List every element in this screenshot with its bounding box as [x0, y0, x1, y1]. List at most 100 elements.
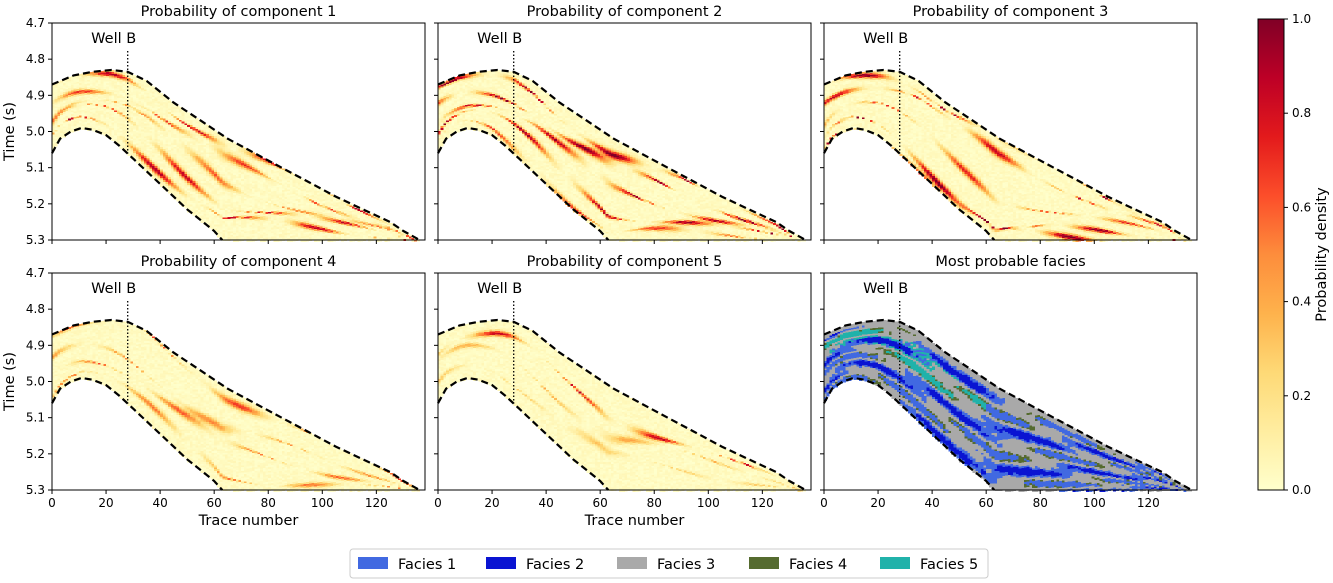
heatmap-cell — [308, 200, 312, 204]
heatmap-cell — [176, 145, 180, 148]
heatmap-cell — [135, 139, 139, 142]
heatmap-cell — [373, 225, 377, 228]
heatmap-cell — [92, 95, 96, 98]
heatmap-cell — [314, 223, 318, 226]
heatmap-cell — [211, 143, 215, 146]
heatmap-cell — [281, 235, 285, 238]
heatmap-cell — [214, 148, 218, 151]
heatmap-cell — [289, 192, 293, 195]
heatmap-cell — [262, 192, 266, 195]
heatmap-cell — [116, 99, 120, 102]
heatmap-cell — [106, 117, 110, 120]
heatmap-cell — [306, 204, 310, 208]
heatmap-cell — [206, 192, 210, 195]
heatmap-cell — [216, 206, 220, 209]
heatmap-cell — [111, 88, 115, 91]
heatmap-cell — [76, 105, 80, 108]
heatmap-cell — [273, 191, 277, 194]
heatmap-cell — [279, 195, 283, 198]
heatmap-cell — [227, 164, 231, 167]
heatmap-cell — [152, 115, 156, 118]
heatmap-cell — [276, 187, 280, 190]
heatmap-cell — [308, 224, 312, 227]
heatmap-cell — [146, 154, 150, 157]
heatmap-cell — [203, 143, 207, 146]
heatmap-cell — [200, 130, 204, 133]
heatmap-cell — [238, 190, 242, 193]
heatmap-cell — [249, 179, 253, 183]
heatmap-cell — [252, 195, 256, 198]
heatmap-cell — [289, 185, 293, 188]
heatmap-cell — [170, 157, 174, 160]
heatmap-cell — [81, 126, 85, 129]
heatmap-cell — [100, 94, 104, 97]
heatmap-cell — [289, 208, 293, 212]
heatmap-cell — [157, 161, 161, 164]
heatmap-cell — [176, 105, 180, 108]
heatmap-cell — [208, 139, 212, 142]
heatmap-cell — [138, 140, 142, 144]
heatmap-cell — [292, 195, 296, 198]
heatmap-cell — [376, 223, 380, 226]
heatmap-cell — [154, 115, 158, 118]
heatmap-cell — [68, 84, 72, 87]
heatmap-cell — [133, 76, 137, 79]
heatmap-cell — [170, 105, 174, 108]
heatmap-cell — [341, 225, 345, 228]
heatmap-cell — [52, 94, 55, 97]
heatmap-cell — [184, 179, 188, 182]
heatmap-cell — [241, 168, 245, 171]
heatmap-cell — [216, 211, 220, 215]
heatmap-cell — [170, 181, 174, 184]
heatmap-cell — [276, 207, 280, 210]
heatmap-cell — [184, 152, 188, 155]
heatmap-cell — [62, 92, 66, 95]
heatmap-cell — [143, 83, 147, 86]
heatmap-cell — [122, 116, 126, 119]
heatmap-cell — [238, 199, 242, 202]
heatmap-cell — [76, 125, 80, 128]
heatmap-cell — [122, 105, 126, 108]
heatmap-cell — [227, 144, 231, 147]
heatmap-cell — [327, 230, 331, 234]
heatmap-cell — [365, 218, 369, 221]
heatmap-cell — [122, 127, 126, 130]
heatmap-cell — [384, 229, 388, 232]
heatmap-cell — [62, 86, 66, 89]
heatmap-cell — [270, 191, 274, 194]
heatmap-cell — [346, 227, 350, 230]
heatmap-cell — [195, 137, 199, 140]
heatmap-cell — [141, 82, 145, 85]
heatmap-cell — [216, 157, 220, 160]
heatmap-cell — [308, 213, 312, 216]
heatmap-cell — [241, 215, 245, 218]
heatmap-cell — [95, 98, 99, 101]
heatmap-cell — [106, 104, 110, 107]
heatmap-cell — [230, 233, 234, 236]
heatmap-cell — [60, 102, 64, 105]
heatmap-cell — [84, 87, 88, 90]
heatmap-cell — [322, 233, 326, 236]
heatmap-cell — [152, 156, 156, 159]
heatmap-cell — [379, 237, 383, 240]
heatmap-cell — [187, 125, 191, 128]
heatmap-cell — [289, 232, 293, 235]
heatmap-cell — [65, 85, 69, 88]
heatmap-cell — [133, 129, 137, 132]
heatmap-cell — [314, 232, 318, 235]
heatmap-cell — [81, 107, 85, 111]
heatmap-cell — [165, 182, 169, 185]
heatmap-cell — [300, 180, 304, 183]
heatmap-cell — [211, 155, 215, 159]
heatmap-cell — [257, 215, 261, 218]
heatmap-cell — [92, 109, 96, 112]
heatmap-cell — [300, 232, 304, 235]
heatmap-cell — [195, 132, 199, 135]
heatmap-cell — [376, 225, 380, 228]
heatmap-cell — [276, 234, 280, 237]
heatmap-cell — [362, 220, 366, 223]
heatmap-cell — [84, 102, 88, 105]
heatmap-cell — [249, 170, 253, 174]
heatmap-cell — [246, 171, 250, 174]
